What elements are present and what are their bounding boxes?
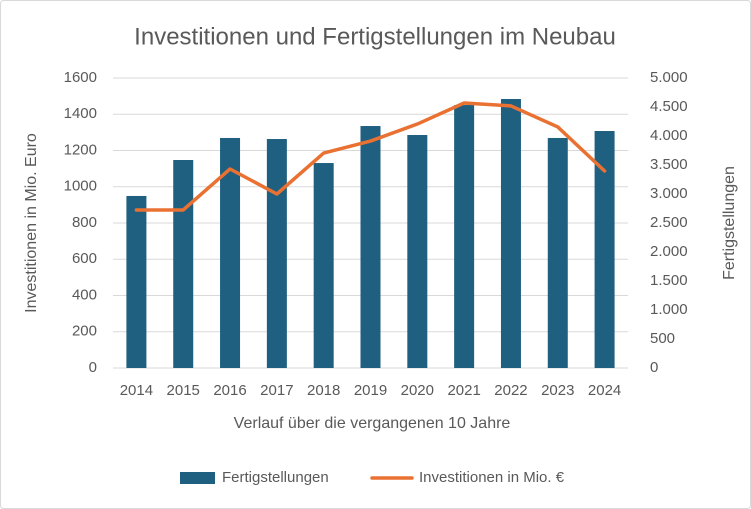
y2-axis-title: Fertigstellungen: [721, 166, 738, 280]
x-tick-label: 2021: [447, 382, 480, 399]
line: [134, 101, 607, 212]
y-tick-label: 800: [72, 214, 97, 231]
bar: [173, 160, 194, 368]
y2-tick-label: 4.000: [650, 127, 688, 144]
y-tick-label: 200: [72, 323, 97, 340]
y2-tick-label: 2.000: [650, 243, 688, 260]
legend-label: Investitionen in Mio. €: [419, 469, 565, 486]
bar: [220, 137, 241, 368]
bar: [407, 135, 428, 368]
x-tick-label: 2020: [401, 382, 434, 399]
y2-tick-label: 3.500: [650, 156, 688, 173]
x-tick-label: 2022: [494, 382, 527, 399]
y-tick-label: 0: [89, 359, 97, 376]
y2-tick-label: 1.000: [650, 301, 688, 318]
bar: [313, 163, 334, 368]
bar: [594, 131, 615, 368]
legend-label: Fertigstellungen: [222, 469, 329, 486]
x-tick-label: 2023: [541, 382, 574, 399]
y-tick-label: 1200: [64, 141, 97, 158]
bar: [360, 126, 381, 368]
bar: [126, 195, 147, 368]
y2-tick-label: 500: [650, 330, 675, 347]
y2-tick-label: 1.500: [650, 272, 688, 289]
y2-tick-label: 0: [650, 359, 658, 376]
bar: [500, 98, 521, 368]
y-tick-label: 1000: [64, 178, 97, 195]
bar: [454, 105, 475, 368]
bar: [266, 139, 287, 368]
bar: [547, 137, 568, 368]
y2-tick-label: 2.500: [650, 214, 688, 231]
y-tick-label: 1400: [64, 105, 97, 122]
x-tick-label: 2019: [354, 382, 387, 399]
x-tick-label: 2014: [120, 382, 153, 399]
y2-tick-label: 5.000: [650, 69, 688, 86]
x-tick-label: 2018: [307, 382, 340, 399]
y-tick-label: 600: [72, 250, 97, 267]
y-tick-label: 400: [72, 286, 97, 303]
x-tick-label: 2024: [588, 382, 621, 399]
x-tick-label: 2015: [167, 382, 200, 399]
y-axis-title: Investitionen in Mio. Euro: [23, 133, 40, 313]
x-axis-title: Verlauf über die vergangenen 10 Jahre: [234, 415, 511, 432]
y-tick-label: 1600: [64, 69, 97, 86]
chart-title: Investitionen und Fertigstellungen im Ne…: [134, 23, 616, 50]
y2-tick-label: 4.500: [650, 98, 688, 115]
legend-swatch: [180, 472, 215, 484]
x-tick-label: 2016: [213, 382, 246, 399]
x-tick-label: 2017: [260, 382, 293, 399]
y2-tick-label: 3.000: [650, 185, 688, 202]
